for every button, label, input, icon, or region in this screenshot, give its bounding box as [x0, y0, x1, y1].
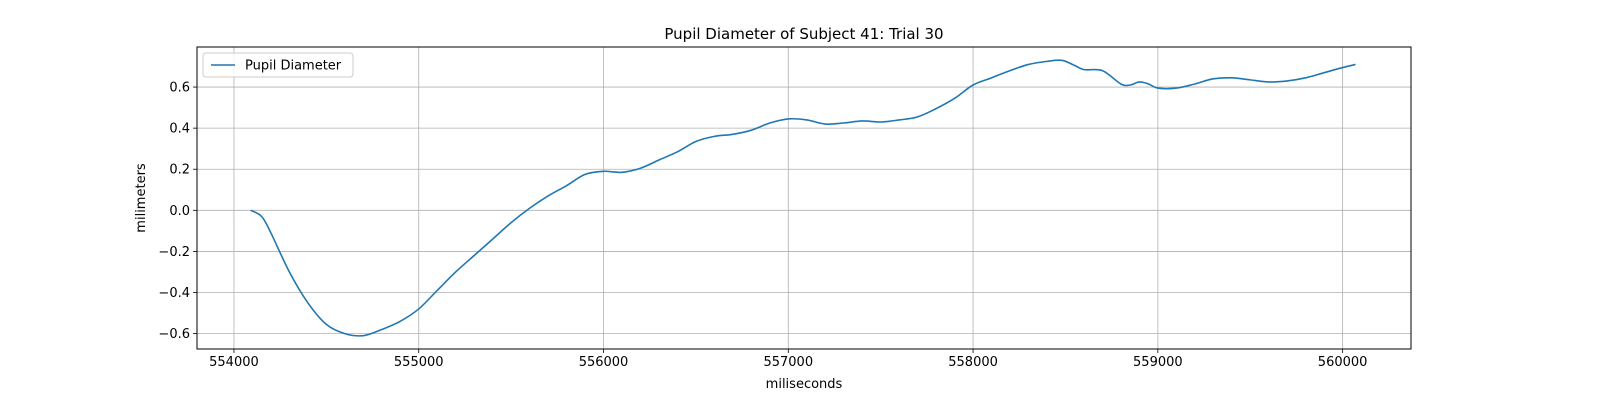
- x-axis-label: miliseconds: [766, 377, 843, 392]
- x-tick-label: 560000: [1318, 355, 1368, 370]
- y-tick-label: −0.6: [158, 327, 190, 342]
- y-tick-label: −0.4: [158, 286, 190, 301]
- x-tick-label: 555000: [394, 355, 444, 370]
- x-tick-label: 558000: [948, 355, 998, 370]
- x-tick-label: 557000: [763, 355, 813, 370]
- y-tick-label: 0.2: [169, 163, 190, 178]
- x-tick-label: 554000: [209, 355, 259, 370]
- x-axis-ticks: 554000 555000 556000 557000 558000 559000 5600…: [209, 349, 1367, 370]
- legend-label-pupil-diameter: Pupil Diameter: [245, 59, 342, 74]
- y-tick-label: 0.6: [169, 81, 190, 96]
- legend-box: [202, 52, 354, 78]
- chart-title: Pupil Diameter of Subject 41: Trial 30: [664, 25, 943, 43]
- series-line-pupil-diameter: [250, 59, 1356, 337]
- x-tick-label: 556000: [579, 355, 629, 370]
- grid-lines: [197, 47, 1411, 349]
- x-tick-label: 559000: [1133, 355, 1183, 370]
- y-axis-ticks: −0.6 −0.4 −0.2 0.0 0.2 0.4 0.6: [158, 81, 197, 342]
- legend: Pupil Diameter: [202, 52, 354, 78]
- y-tick-label: −0.2: [158, 245, 190, 260]
- plot-frame: [196, 46, 1412, 350]
- y-axis-label: milimeters: [134, 163, 149, 233]
- y-tick-label: 0.4: [169, 122, 190, 137]
- y-tick-label: 0.0: [169, 204, 190, 219]
- series-layer: [250, 59, 1356, 337]
